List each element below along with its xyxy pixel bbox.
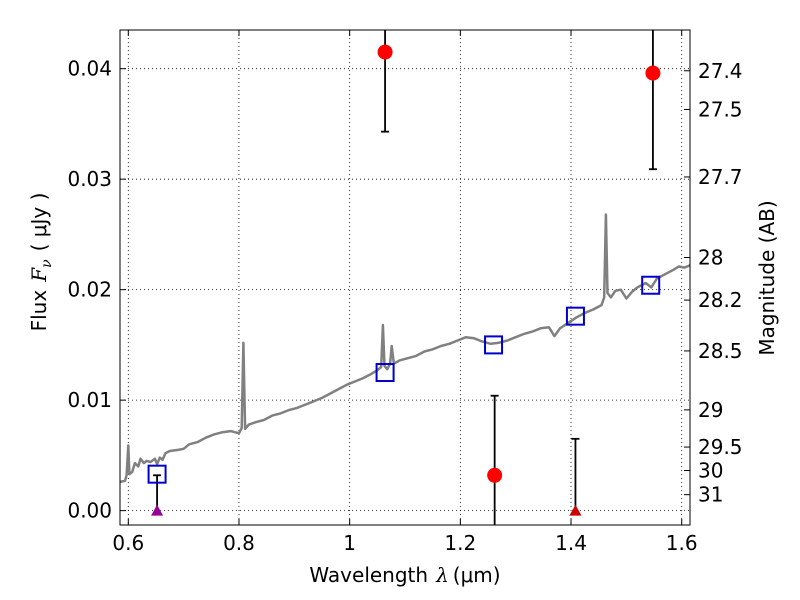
- x-tick-label: 0.8: [223, 531, 255, 555]
- upper-limit-triangle: [569, 504, 582, 516]
- y2-tick-label: 31: [698, 483, 723, 507]
- model-spectrum-path: [120, 213, 690, 484]
- upper-limit-triangle: [151, 504, 164, 516]
- model-flux-square: [375, 363, 395, 383]
- axis-ticks: [120, 30, 690, 525]
- y-axis-label: FluxFν( μJy ): [27, 193, 55, 332]
- y2-tick-label: 27.7: [698, 165, 743, 189]
- tick-labels: 0.6 0.8 1 1.2 1.4 1.6 0.00 0.01 0.02 0.03 0.04 27.4…: [67, 57, 742, 555]
- x-tick-label: 0.6: [112, 531, 144, 555]
- model-flux-square: [147, 464, 167, 484]
- plot-frame: [119, 29, 691, 526]
- y2-tick-label: 28.5: [698, 339, 743, 363]
- y-tick-label: 0.01: [67, 388, 112, 412]
- observed-flux-point: [487, 467, 503, 483]
- grid-lines: [120, 30, 690, 525]
- x-axis-label: Wavelength λ (μm): [309, 563, 500, 587]
- x-tick-label: 1.6: [666, 531, 698, 555]
- y2-tick-label: 29.5: [698, 435, 743, 459]
- y-tick-label: 0.04: [67, 57, 112, 81]
- y-tick-label: 0.03: [67, 167, 112, 191]
- y2-tick-label: 27.5: [698, 97, 743, 121]
- error-bars: [153, 30, 657, 525]
- y2-tick-label: 27.4: [698, 59, 743, 83]
- observed-flux-point: [645, 65, 661, 81]
- x-tick-label: 1: [343, 531, 356, 555]
- model-flux-square: [565, 306, 585, 326]
- model-flux-square: [484, 335, 504, 355]
- data-markers: [147, 44, 661, 516]
- y2-tick-label: 28: [698, 246, 723, 270]
- x-tick-label: 1.4: [555, 531, 587, 555]
- model-flux-square: [641, 275, 661, 295]
- y-tick-label: 0.02: [67, 278, 112, 302]
- y2-tick-label: 30: [698, 459, 723, 483]
- observed-flux-point: [377, 44, 393, 60]
- y2-tick-label: 28.2: [698, 288, 743, 312]
- y2-axis-label: Magnitude (AB): [755, 200, 779, 355]
- model-spectrum-line: [120, 213, 690, 484]
- y-tick-label: 0.00: [67, 499, 112, 523]
- x-tick-label: 1.2: [444, 531, 476, 555]
- y2-tick-label: 29: [698, 398, 723, 422]
